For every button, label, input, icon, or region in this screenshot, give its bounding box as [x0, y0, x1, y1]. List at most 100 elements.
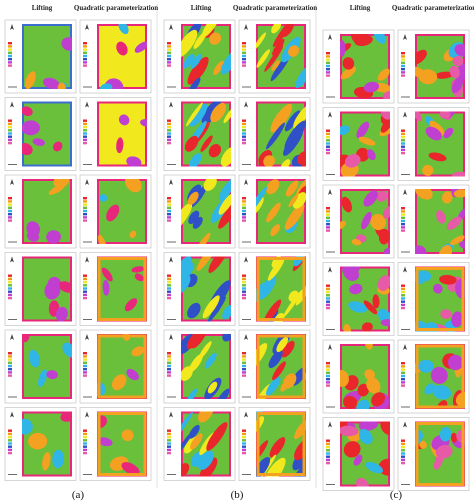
- map-zone: [452, 55, 464, 67]
- map-zone: [38, 369, 48, 387]
- legend-swatch: [8, 374, 12, 377]
- legend-swatch: [242, 287, 246, 290]
- map-zone: [366, 377, 381, 394]
- legend-swatch: [167, 132, 171, 135]
- legend-swatch: [167, 197, 171, 200]
- map-panel: [238, 329, 311, 404]
- map-zone: [284, 120, 306, 150]
- legend-swatch: [401, 71, 405, 74]
- legend-swatch: [8, 48, 12, 51]
- map-zone: [106, 204, 120, 222]
- legend-swatch: [326, 306, 330, 310]
- legend-swatch: [401, 226, 405, 229]
- map-zone: [220, 146, 231, 167]
- map-panel: [79, 252, 152, 326]
- legend-swatch: [326, 442, 330, 446]
- map-edge-zone: [256, 257, 306, 321]
- legend-swatch: [167, 42, 171, 45]
- legend-swatch: [167, 364, 171, 368]
- legend-swatch: [167, 361, 171, 364]
- map-zone: [55, 306, 68, 322]
- map-zone: [263, 155, 276, 167]
- map-panel: [322, 339, 395, 414]
- map-zone: [441, 191, 453, 204]
- map-zone: [32, 138, 45, 146]
- map-area: [340, 34, 390, 99]
- legend-swatch: [242, 58, 246, 61]
- legend-swatch: [8, 213, 12, 216]
- map-zone: [272, 38, 285, 56]
- map-zone: [288, 290, 299, 302]
- map-panel: [79, 97, 152, 171]
- legend-swatch: [83, 358, 87, 361]
- north-arrow: [85, 256, 89, 263]
- map-zone: [363, 190, 378, 207]
- map-panel: [397, 184, 470, 259]
- legend-swatch: [326, 294, 330, 297]
- legend-swatch: [8, 141, 12, 145]
- legend-swatch: [8, 435, 12, 439]
- map-panel: [163, 174, 236, 249]
- north-arrow: [10, 101, 14, 108]
- legend-swatch: [83, 216, 87, 219]
- legend-swatch: [326, 229, 330, 232]
- legend-swatch: [83, 371, 87, 374]
- legend-swatch: [242, 219, 246, 222]
- north-arrow: [403, 189, 407, 195]
- legend-swatch: [167, 48, 171, 51]
- map-zone: [218, 199, 231, 229]
- legend-swatch: [242, 364, 246, 368]
- legend-swatch: [167, 135, 171, 138]
- north-arrow: [403, 266, 407, 273]
- legend-swatch: [167, 141, 171, 145]
- legend-swatch: [242, 280, 246, 284]
- map-edge-zone: [256, 412, 306, 476]
- legend-swatch: [242, 64, 246, 67]
- map-zone: [294, 439, 306, 461]
- legend-swatch: [401, 445, 405, 449]
- map-zone: [378, 458, 390, 476]
- legend-swatch: [242, 371, 246, 374]
- legend-swatch: [167, 371, 171, 374]
- legend-swatch: [401, 55, 405, 58]
- map-zone: [22, 120, 40, 136]
- panel-label: (a): [72, 489, 85, 501]
- map-zone: [269, 437, 286, 458]
- legend-swatch: [326, 362, 330, 365]
- map-fill: [417, 113, 463, 175]
- map-panel: [163, 19, 236, 94]
- map-zone: [343, 441, 361, 458]
- legend-swatch: [326, 68, 330, 71]
- map-area: [97, 412, 147, 476]
- map-edge-zone: [415, 422, 465, 486]
- map-zone: [454, 44, 465, 57]
- map-panel: [322, 107, 395, 181]
- legend-swatch: [8, 358, 12, 361]
- legend-swatch: [167, 435, 171, 439]
- legend-swatch: [8, 429, 12, 432]
- legend-swatch: [83, 51, 87, 54]
- legend-swatch: [242, 48, 246, 51]
- legend-swatch: [401, 297, 405, 300]
- map-zone: [453, 189, 465, 198]
- map-zone: [124, 298, 138, 312]
- map-panel: [4, 174, 77, 249]
- legend-swatch: [83, 442, 87, 445]
- map-area: [342, 266, 390, 332]
- map-zone: [363, 300, 378, 315]
- map-zone: [382, 91, 390, 99]
- map-zone: [285, 180, 299, 197]
- map-zone: [187, 191, 199, 205]
- legend-swatch: [326, 210, 330, 213]
- map-zone: [343, 323, 352, 332]
- legend-swatch: [83, 42, 87, 45]
- legend-swatch: [83, 48, 87, 51]
- legend-swatch: [8, 54, 12, 58]
- legend-swatch: [242, 293, 246, 297]
- legend-swatch: [401, 442, 405, 446]
- legend-swatch: [242, 296, 246, 300]
- map-panel: [4, 252, 77, 326]
- legend-swatch: [8, 197, 12, 200]
- map-zone: [22, 143, 33, 156]
- legend-swatch: [8, 371, 12, 374]
